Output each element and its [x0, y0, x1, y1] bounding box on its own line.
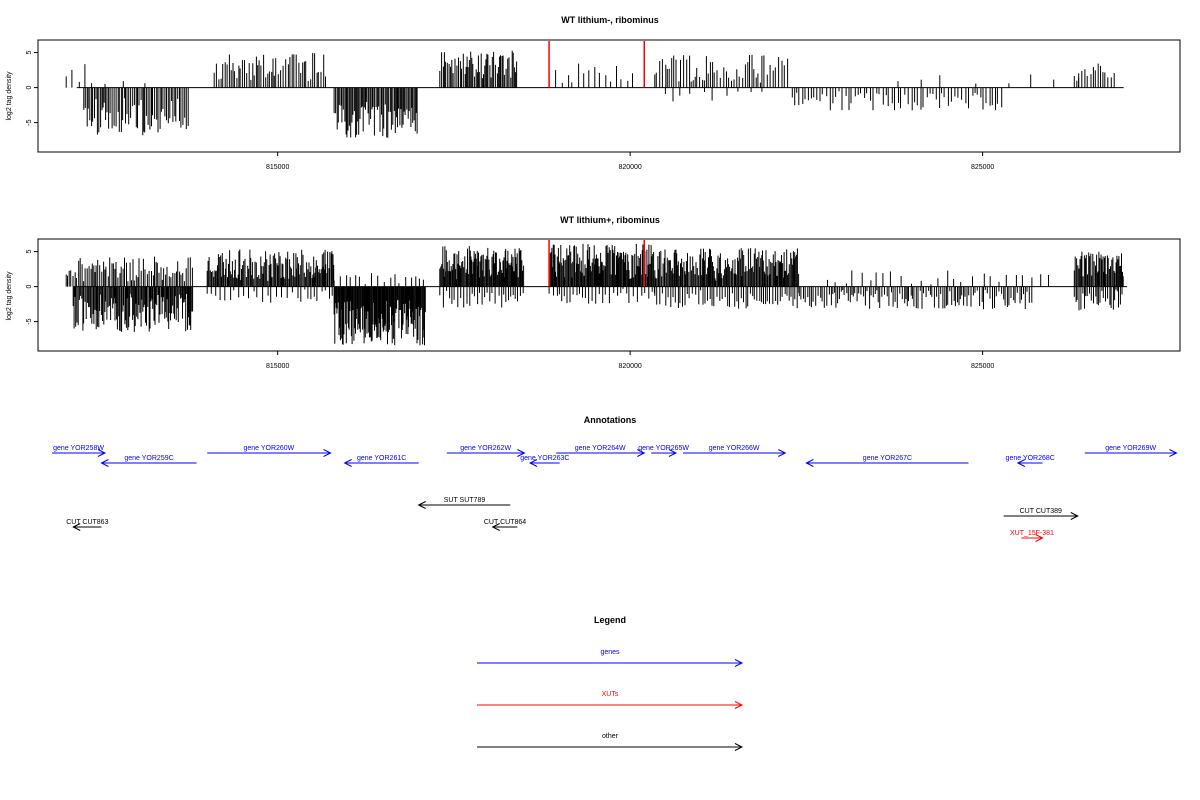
arrowhead: [343, 459, 352, 467]
legend-item-xuts: XUTs: [477, 691, 744, 709]
feature-label: gene YOR267C: [863, 455, 912, 462]
y-axis-label: log2 tag density: [6, 271, 13, 321]
feature-gene-yor260w: gene YOR260W: [207, 445, 332, 457]
bar-series: [65, 41, 1124, 138]
legend-label: genes: [600, 649, 620, 656]
feature-list: gene YOR258W gene YOR259C gene YOR260W gene…: [52, 445, 1178, 542]
feature-label: CUT CUT863: [66, 519, 108, 526]
feature-label: gene YOR269W: [1105, 445, 1156, 452]
y-axis: 5 0 -5: [26, 51, 39, 126]
feature-gene-yor261c: gene YOR261C: [343, 455, 419, 467]
y-tick-label: 5: [26, 250, 33, 254]
arrowhead: [491, 523, 500, 531]
feature-label: gene YOR264W: [575, 445, 626, 452]
arrowhead: [1016, 459, 1026, 467]
y-axis-label: log2 tag density: [6, 71, 13, 121]
arrowhead: [1070, 512, 1079, 520]
feature-gene-yor265w: gene YOR265W: [638, 445, 689, 457]
y-tick-label: 0: [26, 86, 33, 90]
feature-gene-yor264w: gene YOR264W: [556, 445, 646, 457]
arrowhead: [100, 459, 109, 467]
plot-title: WT lithium-, ribominus: [561, 15, 659, 25]
feature-label: XUT_15F-381: [1010, 530, 1054, 537]
feature-label: gene YOR262W: [460, 445, 511, 452]
x-tick-label: 820000: [618, 164, 641, 171]
feature-label: CUT CUT864: [484, 519, 526, 526]
x-tick-label: 815000: [266, 164, 289, 171]
feature-cut-cut389: CUT CUT389: [1003, 508, 1079, 520]
legend: Legend genes XUTs other: [477, 615, 744, 751]
feature-label: gene YOR261C: [357, 455, 406, 462]
feature-gene-yor263c: gene YOR263C: [520, 455, 569, 467]
arrowhead: [1035, 534, 1044, 542]
x-axis: 815000 820000 825000: [266, 351, 994, 370]
arrowhead: [97, 449, 107, 457]
arrowhead: [778, 449, 787, 457]
y-tick-label: -5: [26, 318, 33, 324]
bar-series: [65, 240, 1128, 346]
x-tick-label: 815000: [266, 363, 289, 370]
feature-cut-cut863: CUT CUT863: [66, 519, 109, 531]
y-tick-label: 0: [26, 285, 33, 289]
legend-item-other: other: [477, 733, 744, 751]
feature-label: gene YOR265W: [638, 445, 689, 452]
legend-label: XUTs: [602, 691, 619, 698]
arrowhead: [734, 701, 744, 709]
y-tick-label: -5: [26, 119, 33, 125]
x-tick-label: 825000: [971, 363, 994, 370]
feature-label: gene YOR263C: [520, 455, 569, 462]
feature-cut-cut864: CUT CUT864: [484, 519, 526, 531]
feature-label: gene YOR259C: [124, 455, 173, 462]
arrowhead: [668, 449, 678, 457]
arrowhead: [517, 449, 526, 457]
arrowhead: [417, 501, 426, 509]
arrowhead: [72, 523, 81, 531]
feature-label: gene YOR260W: [243, 445, 294, 452]
feature-gene-yor262w: gene YOR262W: [446, 445, 526, 457]
track-plot-lithium-plus: WT lithium+, ribominus log2 tag density …: [6, 215, 1181, 370]
feature-gene-yor269w: gene YOR269W: [1084, 445, 1178, 457]
arrowhead: [528, 459, 538, 467]
feature-label: gene YOR268C: [1006, 455, 1055, 462]
feature-label: gene YOR258W: [53, 445, 104, 452]
arrowhead: [1169, 449, 1178, 457]
feature-xut-15f-381: XUT_15F-381: [1010, 530, 1054, 542]
x-tick-label: 825000: [971, 164, 994, 171]
plot-frame: [37, 39, 1181, 153]
y-axis: 5 0 -5: [26, 250, 39, 325]
arrowhead: [805, 459, 814, 467]
annotations-title: Annotations: [584, 415, 637, 425]
legend-item-genes: genes: [477, 649, 744, 667]
legend-title: Legend: [594, 615, 626, 625]
feature-label: SUT SUT789: [444, 497, 486, 504]
y-tick-label: 5: [26, 51, 33, 55]
feature-sut-sut789: SUT SUT789: [417, 497, 511, 509]
feature-gene-yor258w: gene YOR258W: [52, 445, 107, 457]
arrowhead: [734, 743, 744, 751]
track-plot-lithium-minus: WT lithium-, ribominus log2 tag density …: [6, 15, 1181, 171]
arrowhead: [734, 659, 744, 667]
feature-label: gene YOR266W: [709, 445, 760, 452]
feature-gene-yor268c: gene YOR268C: [1006, 455, 1055, 467]
x-axis: 815000 820000 825000: [266, 152, 994, 171]
feature-gene-yor266w: gene YOR266W: [683, 445, 787, 457]
arrowhead: [637, 449, 646, 457]
arrowhead: [323, 449, 332, 457]
legend-items: genes XUTs other: [477, 649, 744, 751]
x-tick-label: 820000: [618, 363, 641, 370]
plot-title: WT lithium+, ribominus: [560, 215, 660, 225]
feature-label: CUT CUT389: [1020, 508, 1062, 515]
legend-label: other: [602, 733, 619, 740]
feature-gene-yor267c: gene YOR267C: [805, 455, 969, 467]
feature-gene-yor259c: gene YOR259C: [100, 455, 197, 467]
